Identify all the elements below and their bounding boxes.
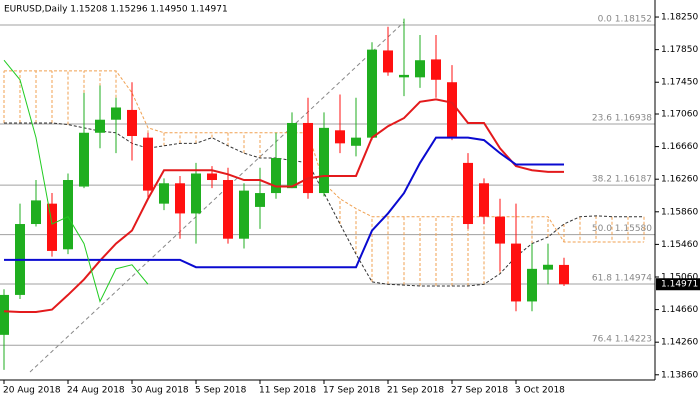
x-tick-label: 3 Oct 2018 <box>515 386 565 396</box>
x-tick-label: 24 Aug 2018 <box>67 386 125 396</box>
candle-body <box>255 193 265 207</box>
y-tick-label: 1.17450 <box>661 78 698 88</box>
candle-body <box>79 132 89 187</box>
y-tick-label: 1.14660 <box>661 305 698 315</box>
last-price-box <box>656 278 700 291</box>
candle-body <box>95 119 105 133</box>
candle-body <box>127 109 137 137</box>
candle-body <box>367 49 377 138</box>
x-tick-label: 27 Sep 2018 <box>451 386 508 396</box>
candle-body <box>47 203 57 251</box>
candle-body <box>303 122 313 194</box>
axis-panel <box>655 0 700 400</box>
y-tick-label: 1.15860 <box>661 207 698 217</box>
candle-body <box>463 162 473 225</box>
y-tick-label: 1.16260 <box>661 175 698 185</box>
candle-body <box>175 183 185 214</box>
candle-body <box>543 264 553 270</box>
x-tick-label: 20 Aug 2018 <box>3 386 61 396</box>
candle-body <box>143 137 153 191</box>
x-tick-label: 11 Sep 2018 <box>259 386 316 396</box>
candle-body <box>447 82 457 138</box>
candle-body <box>527 268 537 302</box>
indicator-line <box>3 59 149 303</box>
candle-body <box>0 294 9 335</box>
x-tick-label: 5 Sep 2018 <box>195 386 247 396</box>
candle-body <box>383 50 393 73</box>
candle-body <box>415 60 425 78</box>
indicator-line <box>4 136 564 269</box>
axis-panel <box>0 380 655 400</box>
senkou-span-a <box>4 122 644 287</box>
candle-body <box>191 173 201 214</box>
x-tick-label: 17 Sep 2018 <box>323 386 380 396</box>
fib-label: 61.8 1.14974 <box>592 274 652 284</box>
candle-body <box>319 127 329 194</box>
candle-body <box>207 173 217 181</box>
candle-body <box>223 180 233 239</box>
x-tick-label: 21 Sep 2018 <box>387 386 444 396</box>
candle-body <box>31 200 41 225</box>
candle-body <box>431 59 441 80</box>
candle-body <box>287 122 297 189</box>
candle-body <box>495 216 505 244</box>
y-tick-label: 1.14260 <box>661 338 698 348</box>
candle-body <box>335 130 345 144</box>
fib-label: 50.0 1.15580 <box>592 224 652 234</box>
y-tick-label: 1.17850 <box>661 45 698 55</box>
candle-body <box>351 137 361 146</box>
candle-body <box>111 107 121 120</box>
fib-label: 76.4 1.14223 <box>592 335 652 345</box>
fib-label: 0.0 1.18152 <box>598 15 652 25</box>
y-tick-label: 1.15060 <box>661 272 698 282</box>
fib-trend-line <box>29 21 405 373</box>
fib-label: 38.2 1.16187 <box>592 175 652 185</box>
last-price-label: 1.14971 <box>661 280 698 290</box>
y-tick-label: 1.18250 <box>661 13 698 23</box>
candle-body <box>559 264 569 285</box>
candle-body <box>239 190 249 239</box>
candle-body <box>63 180 73 250</box>
x-tick-label: 30 Aug 2018 <box>131 386 189 396</box>
fib-label: 23.6 1.16938 <box>592 113 652 123</box>
y-tick-label: 1.15460 <box>661 240 698 250</box>
chart-header: EURUSD,Daily 1.15208 1.15296 1.14950 1.1… <box>4 5 228 15</box>
y-tick-label: 1.16660 <box>661 142 698 152</box>
candle-body <box>159 183 169 204</box>
candle-body <box>511 243 521 302</box>
candle-body <box>399 74 409 78</box>
y-tick-label: 1.17060 <box>661 110 698 120</box>
candle-body <box>479 183 489 217</box>
indicator-line <box>3 98 564 314</box>
candle-body <box>271 158 281 194</box>
y-tick-label: 1.13860 <box>661 370 698 380</box>
